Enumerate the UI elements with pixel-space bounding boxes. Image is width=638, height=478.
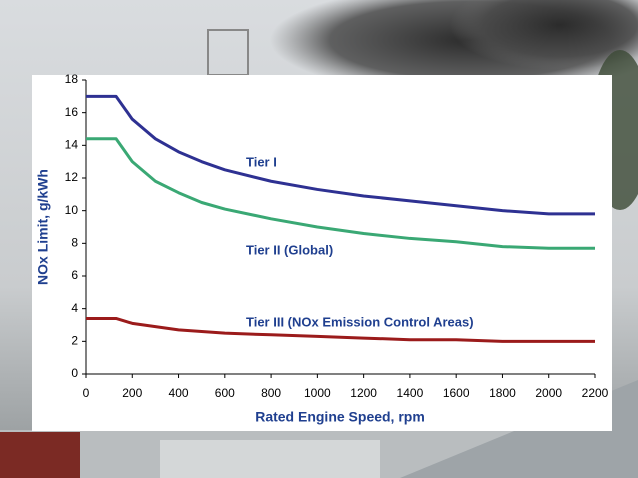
y-tick-label: 18 (65, 72, 79, 86)
x-tick-label: 1600 (443, 386, 470, 400)
series-label: Tier I (246, 154, 277, 169)
series-line (86, 316, 595, 343)
x-axis-title: Rated Engine Speed, rpm (255, 409, 425, 425)
x-tick-label: 600 (215, 386, 235, 400)
x-tick-label: 2000 (535, 386, 562, 400)
y-tick-label: 0 (71, 366, 78, 380)
x-tick-label: 1400 (397, 386, 424, 400)
x-tick-label: 2200 (582, 386, 609, 400)
y-tick-label: 14 (65, 138, 79, 152)
x-tick-label: 800 (261, 386, 281, 400)
series-label: Tier III (NOx Emission Control Areas) (246, 314, 474, 329)
chart-panel (32, 75, 612, 431)
series-label: Tier II (Global) (246, 242, 333, 257)
y-tick-label: 4 (71, 301, 78, 315)
x-tick-label: 1800 (489, 386, 516, 400)
series-line (86, 137, 595, 250)
x-tick-label: 400 (169, 386, 189, 400)
x-tick-label: 0 (83, 386, 90, 400)
x-tick-label: 1000 (304, 386, 331, 400)
x-tick-label: 1200 (350, 386, 377, 400)
y-tick-label: 16 (65, 105, 79, 119)
y-tick-label: 6 (71, 268, 78, 282)
y-tick-label: 2 (71, 334, 78, 348)
y-axis-title: NOx Limit, g/kWh (35, 169, 51, 285)
y-tick-label: 12 (65, 170, 79, 184)
x-tick-label: 200 (122, 386, 142, 400)
y-tick-label: 8 (71, 236, 78, 250)
series-line (86, 94, 595, 216)
plot-area: 0 2 4 6 8 10 12 14 16 18 0 200 400 600 800 1000 1200 1400… (65, 72, 609, 400)
y-tick-label: 10 (65, 203, 79, 217)
